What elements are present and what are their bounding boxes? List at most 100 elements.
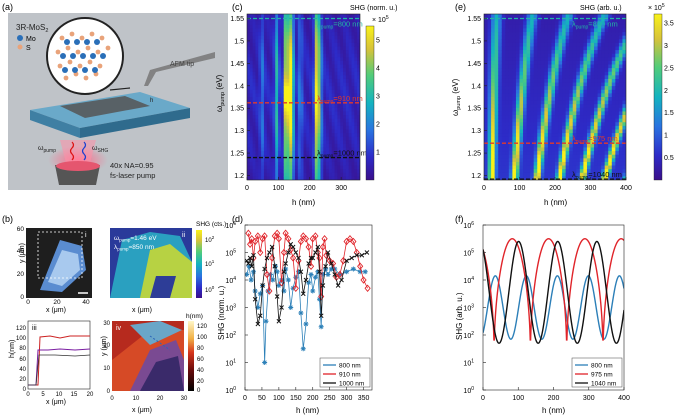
heatmap-cell	[283, 17, 287, 22]
heatmap-cell	[272, 165, 276, 170]
heatmap-cell	[579, 158, 584, 163]
heatmap-cell	[328, 133, 333, 138]
heatmap-cell	[594, 78, 598, 83]
heatmap-cell	[615, 133, 620, 138]
heatmap-cell	[597, 28, 602, 33]
data-point-marker	[329, 261, 334, 266]
heatmap-cell	[252, 42, 256, 47]
heatmap-cell	[292, 111, 296, 116]
heatmap-cell	[266, 86, 270, 91]
f-series	[483, 238, 624, 344]
heatmap-cell	[523, 64, 527, 69]
data-point-marker	[257, 248, 264, 257]
heatmap-cell	[323, 39, 327, 44]
heatmap-cell	[348, 24, 352, 29]
e-cbar-title: SHG (arb. u.)	[580, 5, 622, 12]
heatmap-cell	[579, 24, 584, 29]
heatmap-cell	[494, 129, 499, 134]
heatmap-cell	[491, 17, 496, 22]
heatmap-cell	[297, 122, 302, 127]
heatmap-cell	[320, 107, 324, 112]
heatmap-cell	[622, 60, 626, 65]
heatmap-cell	[269, 86, 273, 91]
heatmap-cell	[317, 93, 321, 98]
heatmap-cell	[351, 97, 355, 102]
heatmap-cell	[579, 32, 584, 37]
heatmap-cell	[530, 86, 535, 91]
heatmap-cell	[303, 140, 307, 145]
heatmap-cell	[306, 89, 310, 94]
heatmap-cell	[272, 64, 276, 69]
heatmap-cell	[494, 60, 499, 65]
heatmap-cell	[328, 60, 333, 65]
data-point-marker	[274, 269, 280, 275]
heatmap-cell	[334, 158, 338, 163]
heatmap-cell	[515, 97, 520, 102]
heatmap-cell	[289, 97, 293, 102]
heatmap-cell	[533, 68, 538, 73]
heatmap-cell	[295, 35, 299, 40]
heatmap-cell	[501, 107, 506, 112]
heatmap-cell	[292, 82, 296, 87]
heatmap-cell	[590, 122, 595, 127]
data-point-marker	[285, 277, 291, 283]
data-point-marker	[249, 263, 255, 269]
heatmap-cell	[340, 154, 344, 159]
heatmap-cell	[555, 172, 559, 177]
heatmap-cell	[622, 46, 626, 51]
heatmap-cell	[309, 17, 313, 22]
heatmap-cell	[247, 115, 251, 120]
wavelength-line-label: λpump=800 nm	[572, 19, 618, 30]
heatmap-cell	[498, 136, 503, 141]
heatmap-cell	[615, 107, 620, 112]
heatmap-cell	[314, 21, 319, 26]
heatmap-cell	[334, 140, 338, 145]
heatmap-cell	[608, 154, 613, 159]
heatmap-cell	[266, 64, 270, 69]
heatmap-cell	[258, 115, 262, 120]
heatmap-cell	[586, 104, 591, 109]
heatmap-cell	[357, 86, 360, 91]
heatmap-cell	[601, 86, 606, 91]
heatmap-cell	[357, 169, 360, 174]
heatmap-cell	[597, 158, 602, 163]
heatmap-cell	[280, 21, 285, 26]
x-tick-label: 300	[335, 185, 347, 192]
heatmap-cell	[515, 107, 520, 112]
heatmap-cell	[583, 32, 588, 37]
heatmap-cell	[351, 53, 355, 58]
data-point-marker	[251, 252, 256, 258]
heatmap-cell	[530, 111, 535, 116]
heatmap-cell	[515, 17, 520, 22]
heatmap-cell	[618, 118, 623, 123]
heatmap-cell	[562, 97, 567, 102]
heatmap-cell	[484, 64, 488, 69]
heatmap-cell	[555, 93, 559, 98]
d-xlabel: h (nm)	[296, 406, 319, 415]
heatmap-cell	[565, 50, 570, 55]
heatmap-cell	[615, 39, 620, 44]
heatmap-cell	[266, 125, 270, 130]
heatmap-cell	[608, 42, 613, 47]
b-ii-annotation-2: λpump=850 nm	[114, 244, 154, 252]
heatmap-cell	[303, 28, 307, 33]
heatmap-cell	[275, 118, 279, 123]
heatmap-cell	[558, 136, 563, 141]
heatmap-cell	[540, 86, 545, 91]
heatmap-cell	[269, 14, 273, 19]
heatmap-cell	[331, 42, 335, 47]
heatmap-cell	[576, 17, 581, 22]
heatmap-cell	[505, 161, 510, 166]
heatmap-cell	[533, 100, 538, 105]
heatmap-cell	[515, 50, 520, 55]
heatmap-cell	[247, 147, 251, 152]
heatmap-cell	[354, 93, 358, 98]
heatmap-cell	[604, 50, 609, 55]
heatmap-cell	[295, 140, 299, 145]
heatmap-cell	[309, 53, 313, 58]
heatmap-cell	[601, 169, 606, 174]
heatmap-cell	[579, 17, 584, 22]
heatmap-cell	[317, 39, 321, 44]
heatmap-cell	[357, 129, 360, 134]
heatmap-cell	[286, 14, 290, 19]
